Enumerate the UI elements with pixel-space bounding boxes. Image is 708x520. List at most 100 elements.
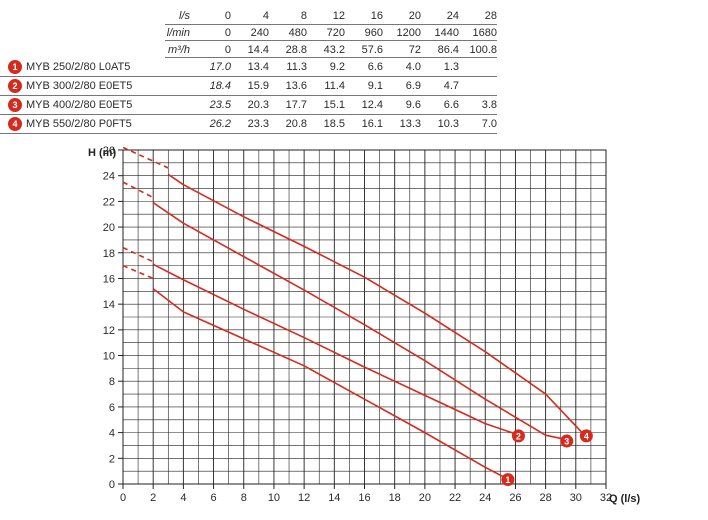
y-tick-label: 20 bbox=[103, 222, 115, 234]
curve-line bbox=[167, 173, 584, 435]
y-tick-label: 8 bbox=[109, 376, 115, 388]
flow-m3h-cell: 0 bbox=[224, 44, 231, 56]
pump-curves: 1 2 3 4 bbox=[122, 146, 593, 487]
curve-line bbox=[152, 263, 516, 435]
head-cell: 9.2 bbox=[329, 61, 345, 73]
head-cell: 6.6 bbox=[443, 99, 459, 111]
y-tick-label: 24 bbox=[103, 171, 115, 183]
flow-ls-cell: 16 bbox=[370, 10, 383, 22]
table-rule bbox=[0, 133, 497, 134]
flow-m3h-cell: 43.2 bbox=[323, 44, 345, 56]
x-tick-label: 12 bbox=[298, 492, 310, 504]
unit-label-m3h: m³/h bbox=[168, 44, 190, 56]
flow-ls-cell: 20 bbox=[408, 10, 421, 22]
unit-label-lmin: l/min bbox=[166, 27, 190, 39]
performance-table: l/s l/min m³/h 0 4 8 12 16 20 24 28 0 24… bbox=[0, 0, 708, 135]
curve-dashed-segment bbox=[122, 246, 154, 263]
y-tick-label: 22 bbox=[103, 196, 115, 208]
x-tick-label: 14 bbox=[328, 492, 340, 504]
head-cell: 15.1 bbox=[323, 99, 345, 111]
x-tick-label: 8 bbox=[241, 492, 247, 504]
head-cell: 23.3 bbox=[247, 118, 269, 130]
curve-number-badge: 3 bbox=[8, 98, 22, 113]
flow-m3h-cell: 28.8 bbox=[285, 44, 307, 56]
axes: 0 2 4 6 8 10 12 14 16 18 20 22 24 26 28 30 3202468101214… bbox=[88, 145, 641, 505]
model-row-label: 3 MYB 400/2/80 E0ET5 bbox=[8, 98, 132, 113]
flow-m3h-cell: 100.8 bbox=[469, 44, 497, 56]
x-tick-label: 26 bbox=[509, 492, 521, 504]
flow-lmin-cell: 480 bbox=[288, 27, 307, 39]
x-tick-label: 6 bbox=[211, 492, 217, 504]
head-cell: 17.7 bbox=[285, 99, 307, 111]
flow-lmin-cell: 960 bbox=[364, 27, 383, 39]
flow-m3h-cell: 14.4 bbox=[247, 44, 269, 56]
flow-ls-cell: 0 bbox=[224, 10, 231, 22]
x-tick-label: 28 bbox=[540, 492, 552, 504]
head-cell: 23.5 bbox=[209, 99, 231, 111]
curve-end-badge bbox=[579, 429, 593, 443]
curve-end-badge bbox=[501, 473, 515, 487]
head-cell: 11.4 bbox=[324, 80, 345, 92]
table-rule bbox=[0, 95, 497, 96]
flow-lmin-cell: 240 bbox=[250, 27, 269, 39]
flow-ls-cell: 8 bbox=[300, 10, 307, 22]
curve-4: 4 bbox=[122, 146, 593, 443]
x-tick-label: 2 bbox=[150, 492, 156, 504]
head-cell: 7.0 bbox=[481, 118, 497, 130]
head-cell: 1.3 bbox=[443, 61, 459, 73]
curve-number-badge: 4 bbox=[8, 117, 22, 132]
flow-lmin-cell: 1680 bbox=[472, 27, 497, 39]
head-cell: 3.8 bbox=[481, 99, 497, 111]
head-cell: 10.3 bbox=[437, 118, 459, 130]
head-cell: 17.0 bbox=[209, 61, 231, 73]
head-cell: 20.3 bbox=[247, 99, 269, 111]
head-cell: 11.3 bbox=[286, 61, 307, 73]
model-name: MYB 250/2/80 L0AT5 bbox=[26, 61, 131, 73]
flow-m3h-cell: 57.6 bbox=[361, 44, 383, 56]
table-rule bbox=[165, 57, 497, 58]
head-cell: 13.4 bbox=[247, 61, 269, 73]
x-tick-label: 10 bbox=[268, 492, 280, 504]
head-cell: 16.1 bbox=[361, 118, 383, 130]
curve-dashed-segment bbox=[122, 264, 154, 280]
flow-lmin-cell: 720 bbox=[326, 27, 345, 39]
x-tick-label: 24 bbox=[479, 492, 491, 504]
flow-ls-cell: 4 bbox=[262, 10, 269, 22]
head-cell: 13.3 bbox=[399, 118, 421, 130]
grid bbox=[122, 149, 607, 485]
y-axis-label: H (m) bbox=[88, 147, 116, 159]
unit-label-ls: l/s bbox=[179, 10, 190, 22]
flow-lmin-cell: 0 bbox=[224, 27, 231, 39]
head-cell: 4.0 bbox=[405, 61, 421, 73]
table-rule bbox=[165, 40, 497, 41]
curve-2: 2 bbox=[122, 246, 525, 443]
head-cell: 18.5 bbox=[323, 118, 345, 130]
head-cell: 4.7 bbox=[443, 80, 459, 92]
flow-ls-cell: 24 bbox=[446, 10, 459, 22]
flow-lmin-cell: 1440 bbox=[434, 27, 459, 39]
x-tick-label: 20 bbox=[419, 492, 431, 504]
curve-3: 3 bbox=[122, 181, 574, 448]
y-tick-label: 26 bbox=[103, 145, 115, 157]
x-tick-label: 18 bbox=[389, 492, 401, 504]
flow-ls-cell: 12 bbox=[332, 10, 345, 22]
curve-end-badge bbox=[560, 434, 574, 448]
curve-line bbox=[152, 202, 564, 440]
curve-end-badge-label: 4 bbox=[584, 431, 589, 441]
curve-end-badge-label: 2 bbox=[516, 431, 521, 441]
head-cell: 6.9 bbox=[405, 80, 421, 92]
x-tick-label: 22 bbox=[449, 492, 461, 504]
head-cell: 15.9 bbox=[247, 80, 269, 92]
head-cell: 12.4 bbox=[361, 99, 383, 111]
y-tick-label: 4 bbox=[109, 428, 115, 440]
head-cell: 13.6 bbox=[285, 80, 307, 92]
flow-lmin-cell: 1200 bbox=[396, 27, 421, 39]
x-tick-label: 4 bbox=[180, 492, 186, 504]
curve-end-badge-label: 3 bbox=[564, 437, 569, 447]
x-tick-label: 32 bbox=[600, 492, 612, 504]
curve-dashed-segment bbox=[122, 181, 154, 199]
head-cell: 9.1 bbox=[367, 80, 383, 92]
y-tick-label: 0 bbox=[109, 479, 115, 491]
x-tick-label: 16 bbox=[358, 492, 370, 504]
